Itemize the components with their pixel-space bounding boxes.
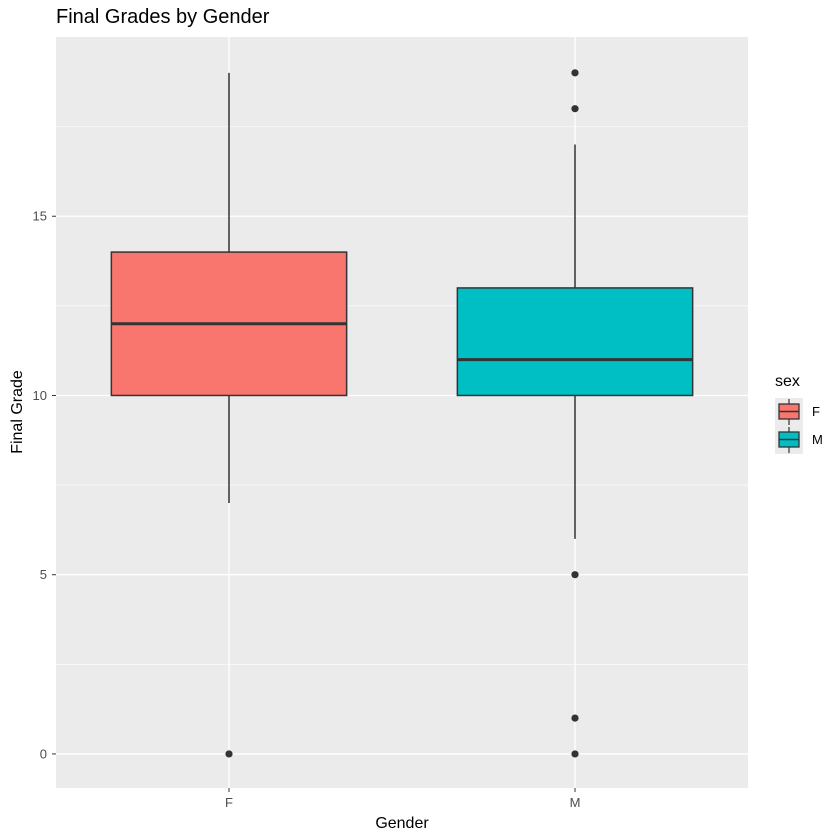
- legend-title: sex: [775, 373, 800, 390]
- y-tick-label: 5: [40, 567, 47, 582]
- x-axis-label: Gender: [375, 815, 429, 832]
- legend-label: M: [812, 432, 823, 447]
- x-tick-label: M: [570, 795, 581, 810]
- legend-key-f: F: [775, 398, 820, 426]
- box-f: [110, 72, 348, 758]
- y-tick-label: 15: [33, 209, 47, 224]
- outlier-point: [571, 69, 579, 77]
- y-tick-label: 10: [33, 388, 47, 403]
- y-axis: 0 5 10 15: [33, 209, 56, 761]
- y-tick-label: 0: [40, 746, 47, 761]
- iqr-box: [456, 287, 694, 397]
- boxes: [110, 69, 694, 758]
- legend: sex FM: [775, 373, 823, 454]
- y-axis-label: Final Grade: [9, 370, 26, 454]
- box-m: [456, 69, 694, 758]
- plot-panel: [56, 37, 748, 788]
- outlier-point: [571, 571, 579, 579]
- outlier-point: [571, 105, 579, 113]
- outlier-point: [571, 750, 579, 758]
- chart-title: Final Grades by Gender: [56, 6, 270, 28]
- legend-key-m: M: [775, 426, 823, 454]
- x-tick-label: F: [225, 795, 233, 810]
- outlier-point: [571, 714, 579, 722]
- outlier-point: [225, 750, 233, 758]
- legend-label: F: [812, 404, 820, 419]
